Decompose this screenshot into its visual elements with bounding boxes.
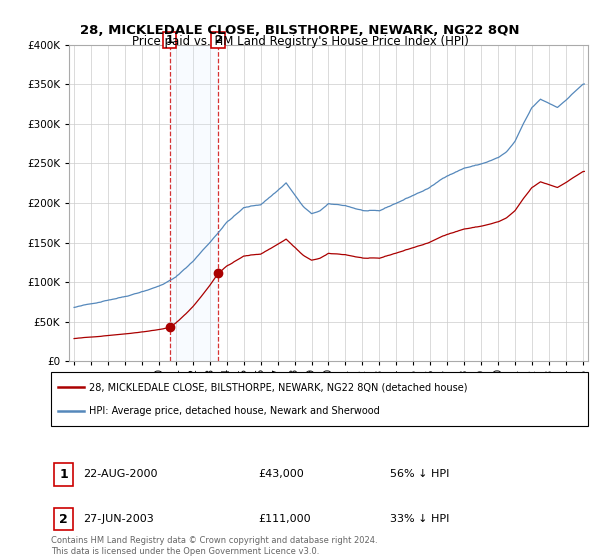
- Text: 22-AUG-2000: 22-AUG-2000: [83, 469, 157, 479]
- Text: Price paid vs. HM Land Registry's House Price Index (HPI): Price paid vs. HM Land Registry's House …: [131, 35, 469, 48]
- Text: 28, MICKLEDALE CLOSE, BILSTHORPE, NEWARK, NG22 8QN: 28, MICKLEDALE CLOSE, BILSTHORPE, NEWARK…: [80, 24, 520, 36]
- Text: 27-JUN-2003: 27-JUN-2003: [83, 514, 154, 524]
- Text: 2: 2: [214, 35, 222, 45]
- Text: 33% ↓ HPI: 33% ↓ HPI: [390, 514, 449, 524]
- Text: 56% ↓ HPI: 56% ↓ HPI: [390, 469, 449, 479]
- Text: 2: 2: [59, 512, 68, 526]
- Text: Contains HM Land Registry data © Crown copyright and database right 2024.
This d: Contains HM Land Registry data © Crown c…: [51, 536, 377, 556]
- Text: 1: 1: [166, 35, 173, 45]
- Text: 28, MICKLEDALE CLOSE, BILSTHORPE, NEWARK, NG22 8QN (detached house): 28, MICKLEDALE CLOSE, BILSTHORPE, NEWARK…: [89, 382, 467, 393]
- Bar: [170, 45, 218, 361]
- Text: HPI: Average price, detached house, Newark and Sherwood: HPI: Average price, detached house, Newa…: [89, 405, 380, 416]
- Text: 1: 1: [59, 468, 68, 481]
- Text: £43,000: £43,000: [258, 469, 304, 479]
- Text: £111,000: £111,000: [258, 514, 311, 524]
